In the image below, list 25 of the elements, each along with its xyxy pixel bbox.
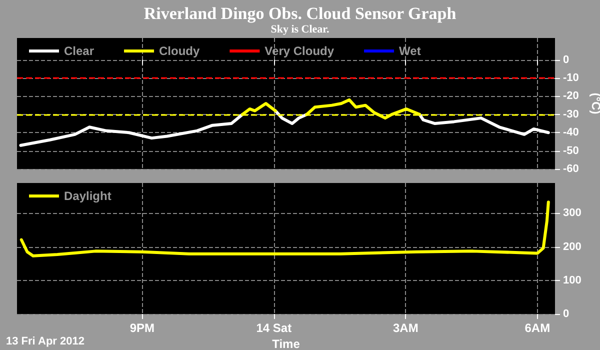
legend-label: Daylight xyxy=(64,189,112,203)
x-tick-label: 14 Sat xyxy=(256,321,292,335)
legend-label: Clear xyxy=(64,44,94,58)
x-tick-label: 6AM xyxy=(524,321,550,335)
y-tick-label: 0 xyxy=(563,308,570,320)
chart-title: Riverland Dingo Obs. Cloud Sensor Graph xyxy=(144,4,457,23)
y-tick-label: 0 xyxy=(563,54,570,66)
y-tick-label: 200 xyxy=(563,240,582,253)
legend-label: Very Cloudy xyxy=(264,44,334,58)
line-series xyxy=(20,200,550,258)
y-tick-label: -10 xyxy=(563,72,579,84)
legend-label: Cloudy xyxy=(159,44,200,58)
legend-label: Wet xyxy=(399,44,421,58)
x-axis-title: Time xyxy=(272,337,300,350)
y-tick-label: 100 xyxy=(563,274,582,286)
y-tick-label: -20 xyxy=(563,90,579,102)
y-tick-label: -50 xyxy=(563,144,579,157)
chart-subtitle: Sky is Clear. xyxy=(270,24,330,36)
y-tick-label: -60 xyxy=(563,163,579,175)
y-tick-label: 300 xyxy=(563,207,582,220)
y-tick-label: -40 xyxy=(563,126,579,139)
x-tick-label: 3AM xyxy=(393,321,418,335)
x-tick-label: 9PM xyxy=(130,321,155,335)
y-tick-label: -30 xyxy=(563,108,579,120)
text: 13 Fri Apr 2012 xyxy=(6,336,84,348)
